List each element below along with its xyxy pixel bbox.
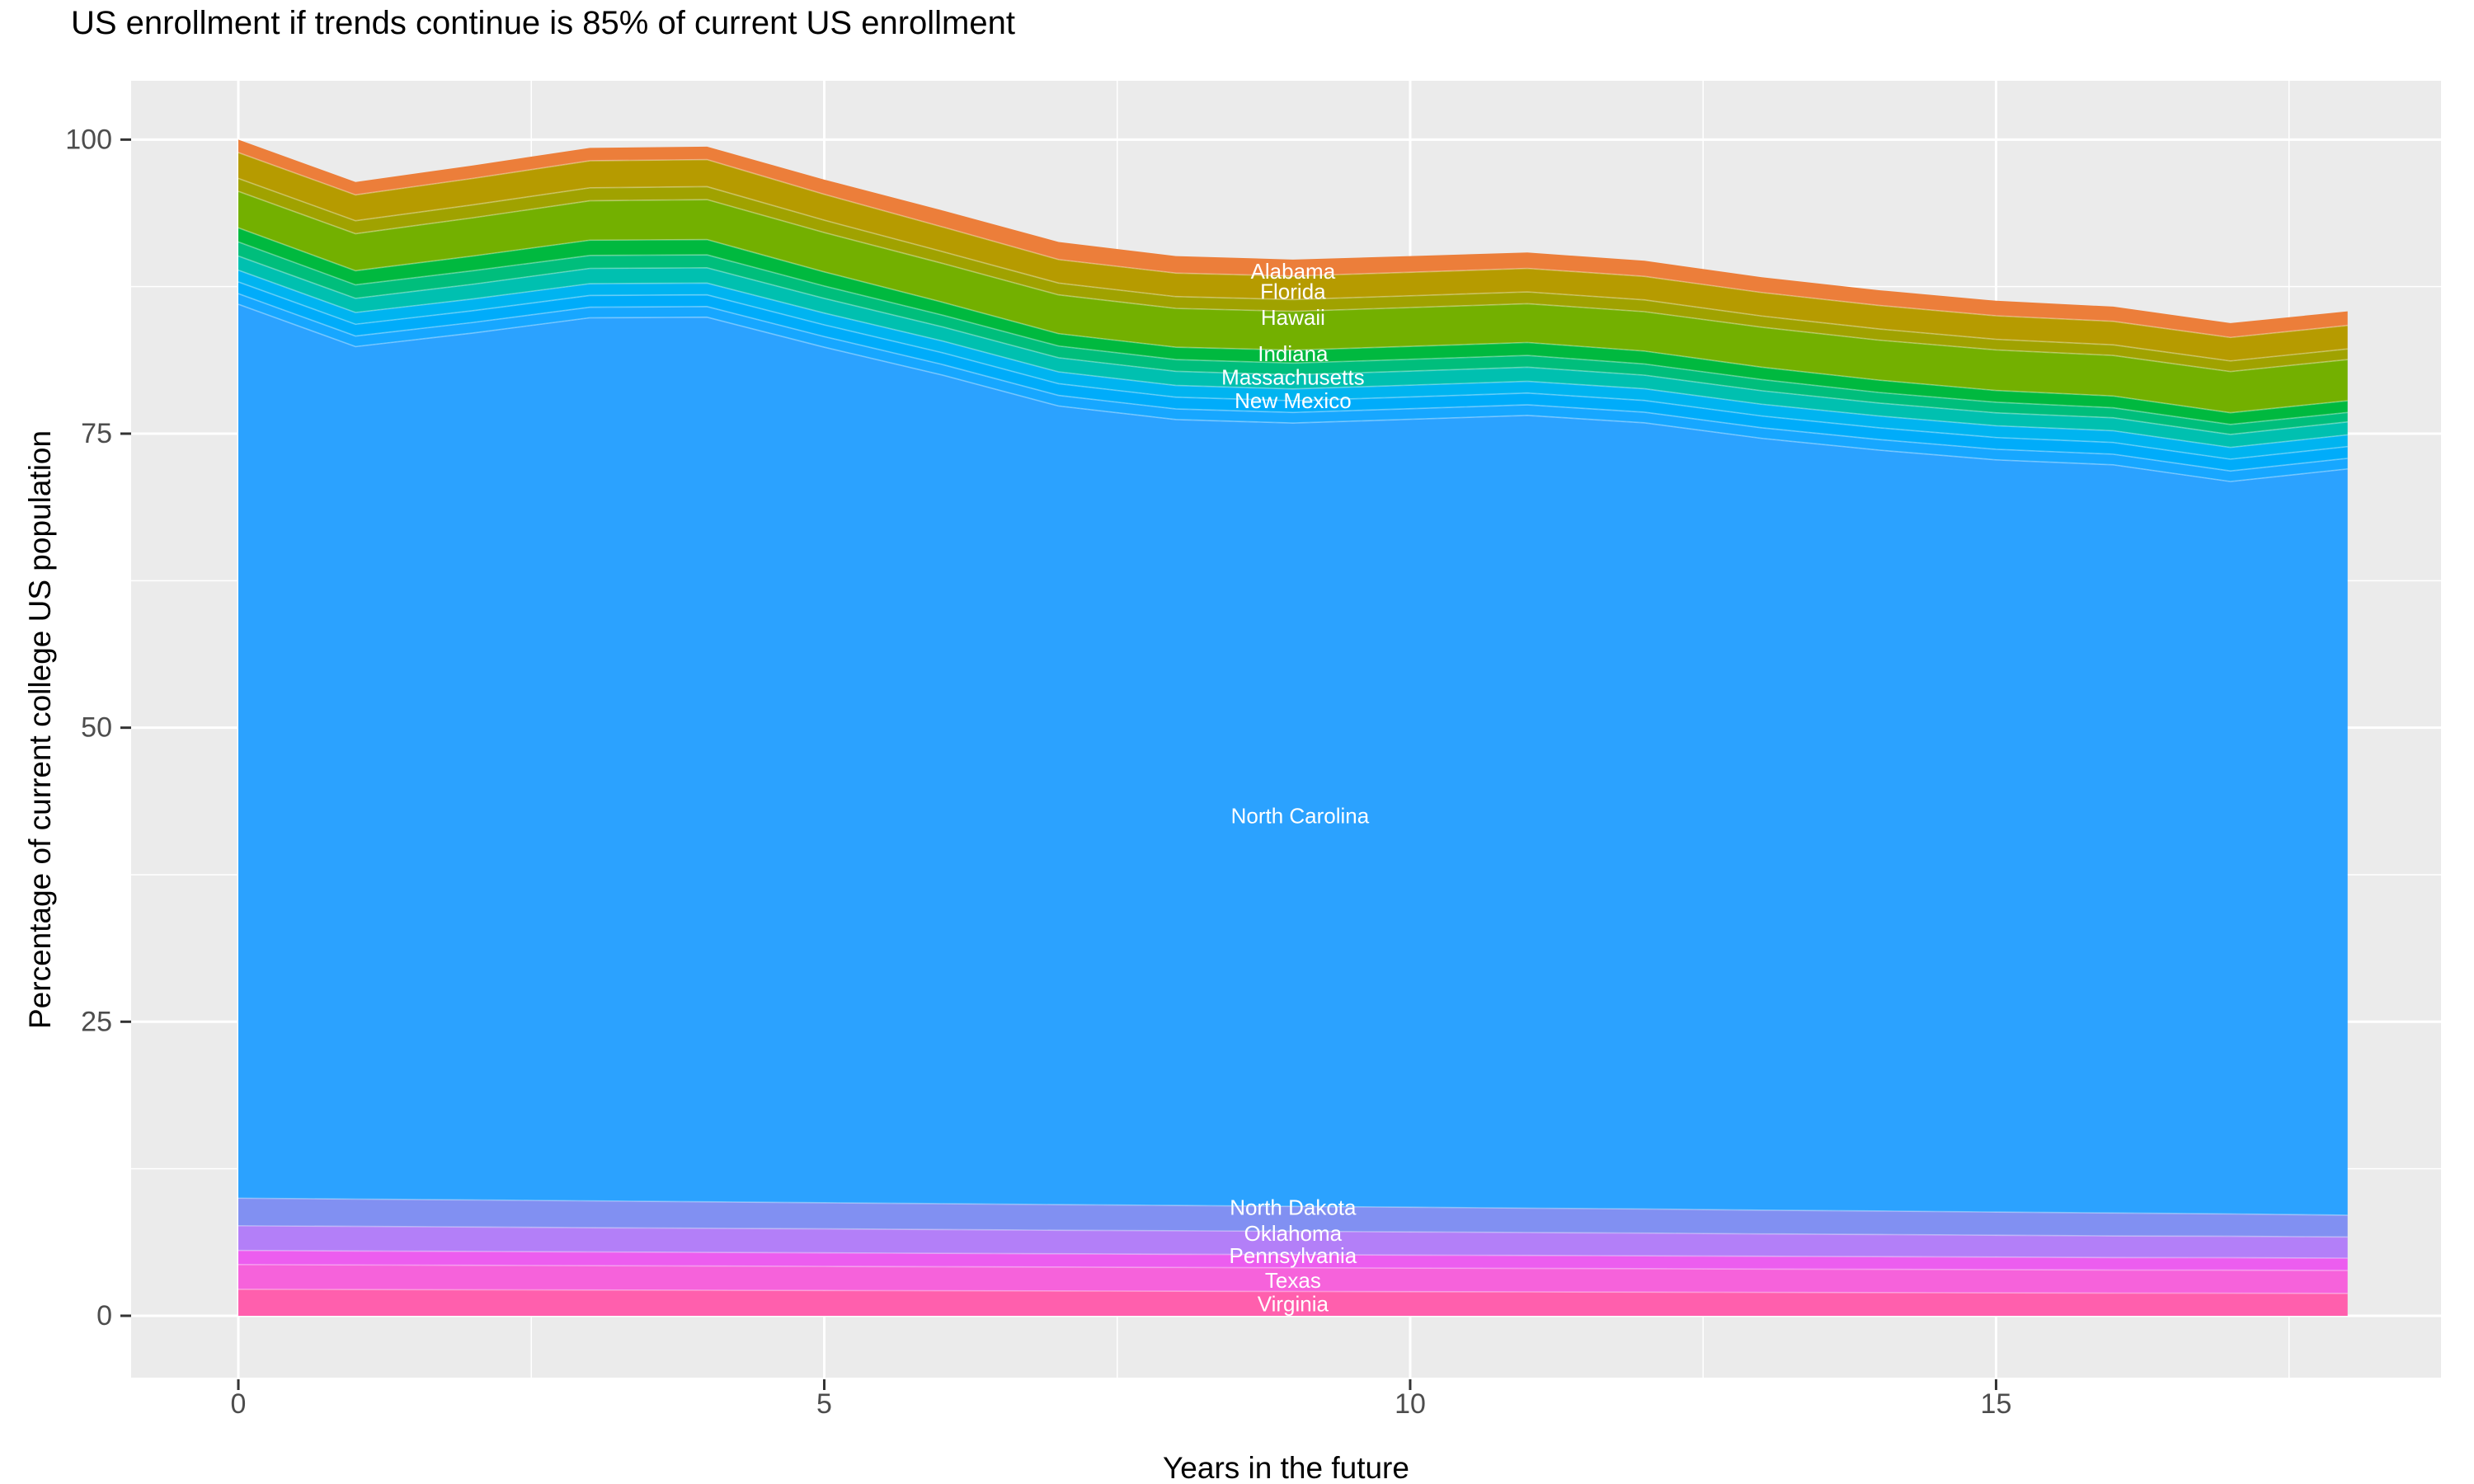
band-label-alabama: Alabama bbox=[1251, 259, 1336, 284]
band-boundary bbox=[238, 227, 2348, 414]
band-label-virginia: Virginia bbox=[1258, 1292, 1329, 1317]
band-boundary bbox=[238, 1289, 2348, 1294]
x-tick-label: 5 bbox=[816, 1388, 832, 1420]
y-tick-label: 50 bbox=[81, 712, 112, 744]
area-band-north-dakota bbox=[238, 1198, 2348, 1237]
area-band-unlabeled bbox=[238, 294, 2348, 482]
area-band-unlabeled bbox=[238, 281, 2348, 472]
y-axis-title: Percentage of current college US populat… bbox=[23, 430, 57, 1029]
y-tick-label: 0 bbox=[96, 1300, 112, 1331]
band-boundary bbox=[238, 1197, 2348, 1216]
band-label-hawaii: Hawaii bbox=[1261, 305, 1325, 330]
area-band-virginia bbox=[238, 1289, 2348, 1316]
x-tick-label: 0 bbox=[231, 1388, 247, 1420]
band-label-new-mexico: New Mexico bbox=[1235, 388, 1352, 413]
band-label-indiana: Indiana bbox=[1258, 341, 1329, 366]
area-band-unlabeled bbox=[238, 270, 2348, 459]
band-boundary bbox=[238, 293, 2348, 472]
y-tick-label: 75 bbox=[81, 418, 112, 449]
area-band-unlabeled bbox=[238, 242, 2348, 434]
page-title: US enrollment if trends continue is 85% … bbox=[71, 5, 1015, 41]
band-label-pennsylvania: Pennsylvania bbox=[1230, 1243, 1357, 1268]
area-band-new-mexico bbox=[238, 256, 2348, 448]
band-boundary bbox=[238, 269, 2348, 448]
band-boundary bbox=[238, 1249, 2348, 1259]
band-boundary bbox=[238, 303, 2348, 482]
area-band-hawaii bbox=[238, 178, 2348, 372]
area-band-north-carolina bbox=[238, 304, 2348, 1215]
band-boundary bbox=[238, 152, 2348, 339]
band-label-north-dakota: North Dakota bbox=[1230, 1195, 1357, 1220]
band-label-massachusetts: Massachusetts bbox=[1221, 365, 1364, 390]
band-label-texas: Texas bbox=[1265, 1268, 1321, 1293]
area-band-florida bbox=[238, 153, 2348, 361]
area-band-alabama bbox=[238, 139, 2348, 338]
band-label-north-carolina: North Carolina bbox=[1231, 804, 1370, 829]
area-band-massachusetts bbox=[238, 228, 2348, 425]
band-label-oklahoma: Oklahoma bbox=[1244, 1221, 1343, 1246]
y-tick-label: 100 bbox=[65, 124, 112, 155]
area-band-texas bbox=[238, 1264, 2348, 1294]
x-tick-label: 10 bbox=[1395, 1388, 1426, 1420]
area-band-indiana bbox=[238, 191, 2348, 413]
band-boundary bbox=[238, 1264, 2348, 1271]
band-boundary bbox=[238, 177, 2348, 362]
band-label-florida: Florida bbox=[1260, 279, 1326, 303]
area-band-oklahoma bbox=[238, 1225, 2348, 1259]
band-boundary bbox=[238, 190, 2348, 373]
x-tick-label: 15 bbox=[1981, 1388, 2012, 1420]
x-axis-title: Years in the future bbox=[1163, 1451, 1409, 1484]
band-boundary bbox=[238, 241, 2348, 425]
area-band-pennsylvania bbox=[238, 1250, 2348, 1271]
band-boundary bbox=[238, 281, 2348, 460]
y-tick-label: 25 bbox=[81, 1006, 112, 1037]
band-boundary bbox=[238, 1224, 2348, 1238]
band-boundary bbox=[238, 255, 2348, 435]
